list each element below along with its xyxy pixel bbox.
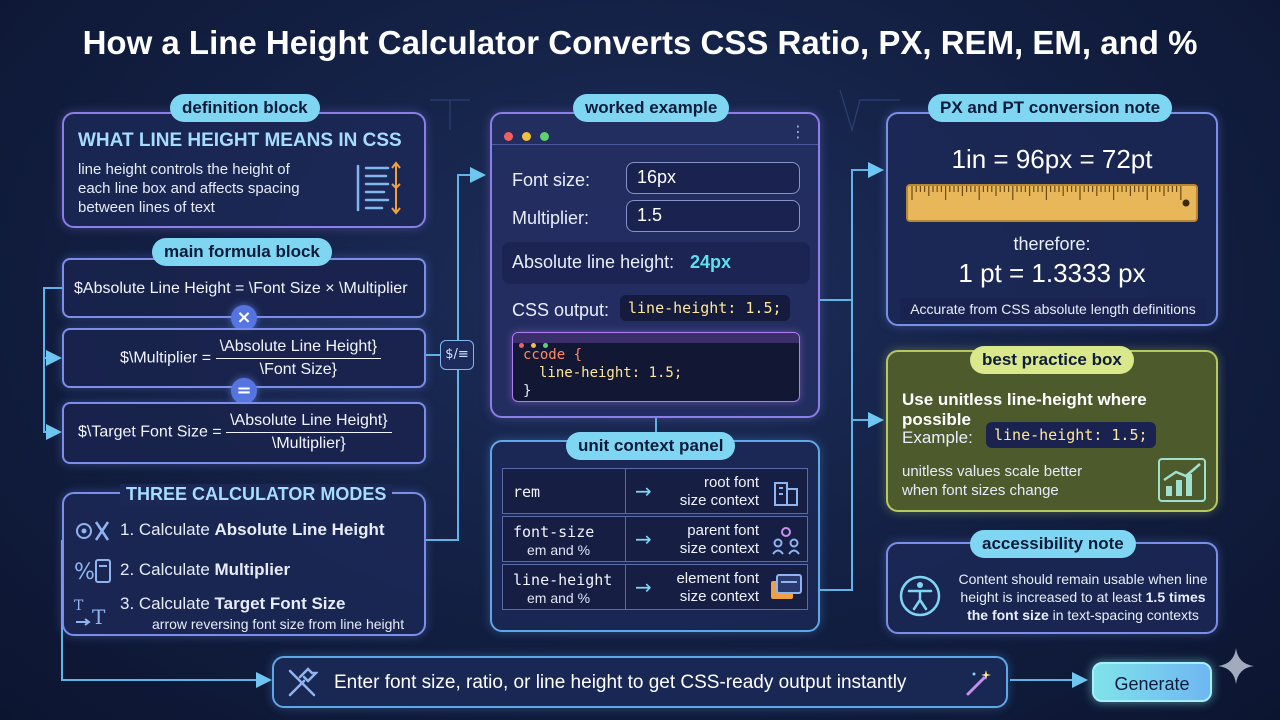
svg-text:%: % xyxy=(74,560,95,585)
close-dot[interactable] xyxy=(504,132,513,141)
definition-pill: definition block xyxy=(170,94,320,122)
mode-3: 3. Calculate Target Font Size xyxy=(120,594,346,613)
mode-2: 2. Calculate Multiplier xyxy=(120,560,291,579)
formula-side-icon: $/≡ xyxy=(440,340,474,370)
arrow-right-icon: → xyxy=(635,527,652,551)
tools-icon xyxy=(288,667,318,697)
best-practice-heading: Use unitless line-height where possible xyxy=(902,390,1147,429)
font-size-label: Font size: xyxy=(512,170,591,190)
unit-context-pill: unit context panel xyxy=(566,432,736,460)
modes-panel: THREE CALCULATOR MODES 1. Calculate Abso… xyxy=(62,484,426,636)
definition-heading: WHAT LINE HEIGHT MEANS IN CSS xyxy=(78,130,402,151)
arrow-right-icon: → xyxy=(635,575,652,599)
maximize-dot[interactable] xyxy=(540,132,550,141)
svg-text:T: T xyxy=(74,598,84,614)
px-pt-note: Accurate from CSS absolute length defini… xyxy=(900,298,1206,320)
growth-chart-icon xyxy=(1158,458,1206,502)
unit-context-panel: rem → root font size context font-size em… xyxy=(490,440,820,632)
worked-example-window: ⋮ Font size: 16px Multiplier: 1.5 Absolu… xyxy=(490,112,820,418)
code-editor-box: ccode { line-height: 1.5; } xyxy=(512,332,800,402)
line-spacing-icon xyxy=(356,161,401,215)
unit-row-line-height: line-height em and % → element font size … xyxy=(502,564,808,610)
percent-calculator-icon: % xyxy=(74,559,111,585)
formula-pill: main formula block xyxy=(152,238,332,266)
formula-target-font-size: $\Target Font Size = \Absolute Line Heig… xyxy=(62,402,426,464)
mode-3-subtext: arrow reversing font size from line heig… xyxy=(152,616,405,632)
best-practice-code: line-height: 1.5; xyxy=(986,422,1156,448)
css-output-label: CSS output: xyxy=(512,300,610,320)
unit-row-font-size: font-size em and % → parent font size con… xyxy=(502,516,808,562)
unit-row-rem: rem → root font size context xyxy=(502,468,808,514)
code-line-2: line-height: 1.5; xyxy=(539,365,683,381)
pt-px-result: 1 pt = 1.3333 px xyxy=(958,258,1146,288)
code-line-1: ccode { xyxy=(523,347,583,363)
font-size-reverse-icon: T T xyxy=(74,598,106,629)
window-menu-icon[interactable]: ⋮ xyxy=(790,122,806,141)
people-icon xyxy=(772,527,800,555)
accessibility-text: Content should remain usable when line h… xyxy=(958,571,1208,623)
definition-body: line height controls the height of each … xyxy=(78,161,300,216)
modes-heading: THREE CALCULATOR MODES xyxy=(120,484,393,505)
sparkle-icon xyxy=(1218,648,1254,684)
input-prompt-text: Enter font size, ratio, or line height t… xyxy=(334,672,907,693)
multiply-operator: × xyxy=(231,305,257,331)
accessibility-icon xyxy=(899,575,941,617)
mode-1: 1. Calculate Absolute Line Height xyxy=(120,520,385,539)
page-title: How a Line Height Calculator Converts CS… xyxy=(82,24,1198,61)
input-prompt-bar[interactable]: Enter font size, ratio, or line height t… xyxy=(272,656,1008,708)
therefore-label: therefore: xyxy=(1013,234,1091,254)
magic-wand-icon xyxy=(966,670,991,696)
svg-text:T: T xyxy=(92,605,106,629)
multiplier-input[interactable]: 1.5 xyxy=(626,200,800,232)
code-line-3: } xyxy=(523,383,532,399)
arrow-right-icon: → xyxy=(635,479,652,503)
font-size-input[interactable]: 16px xyxy=(626,162,800,194)
inch-equation: 1in = 96px = 72pt xyxy=(951,144,1153,174)
equals-operator: = xyxy=(231,378,257,404)
definition-panel: WHAT LINE HEIGHT MEANS IN CSS line heigh… xyxy=(62,112,426,228)
generate-button[interactable]: Generate xyxy=(1092,662,1212,702)
worked-example-pill: worked example xyxy=(573,94,730,122)
minimize-dot[interactable] xyxy=(522,132,532,141)
best-practice-body: unitless values scale better when font s… xyxy=(902,463,1083,499)
css-output-code: line-height: 1.5; xyxy=(620,295,790,321)
absolute-line-height-result: Absolute line height: 24px xyxy=(502,242,810,284)
best-practice-panel: Use unitless line-height where possible … xyxy=(886,350,1218,512)
multiplier-label: Multiplier: xyxy=(512,208,590,228)
accessibility-panel: Content should remain usable when line h… xyxy=(886,542,1218,634)
window-stack-icon xyxy=(771,574,802,599)
window-dots xyxy=(504,126,550,145)
gear-tools-icon xyxy=(76,521,110,541)
example-label: Example: xyxy=(902,428,973,447)
ruler-icon xyxy=(906,184,1198,222)
px-pt-pill: PX and PT conversion note xyxy=(928,94,1173,122)
best-practice-pill: best practice box xyxy=(970,346,1134,374)
px-pt-panel: 1in = 96px = 72pt therefore: 1 pt = 1.33… xyxy=(886,112,1218,326)
accessibility-pill: accessibility note xyxy=(970,530,1136,558)
building-icon xyxy=(774,482,798,506)
